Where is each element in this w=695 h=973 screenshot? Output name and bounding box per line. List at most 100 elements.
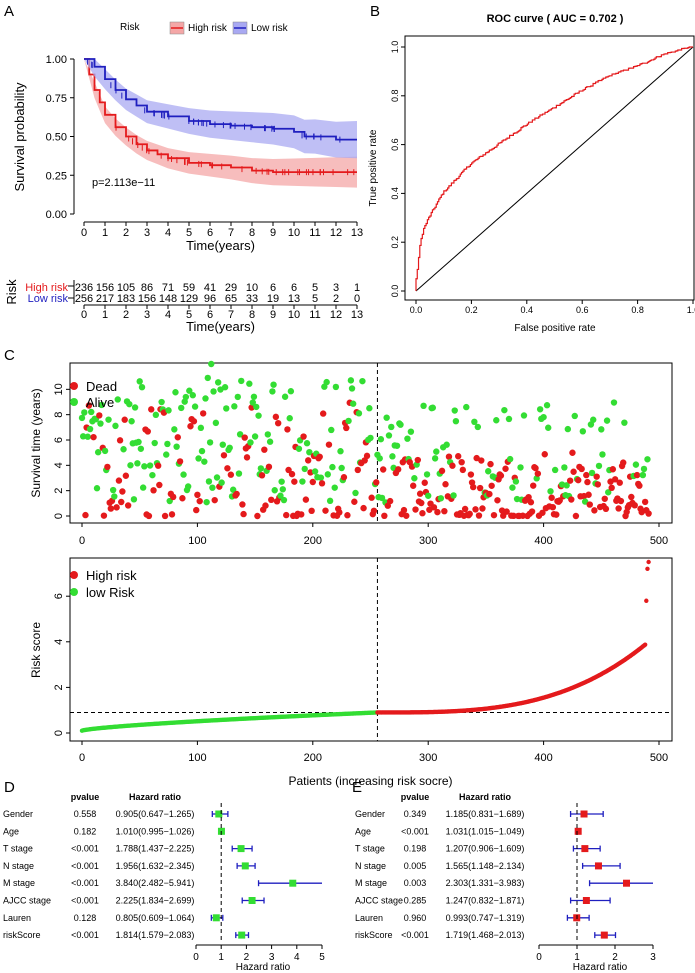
surv-y-tick-label: 2 — [53, 488, 65, 494]
forest-d-row-pvalue: <0.001 — [71, 878, 99, 888]
dead-point — [449, 462, 456, 469]
dead-point — [631, 502, 638, 509]
dead-point — [116, 437, 124, 444]
alive-point — [247, 439, 254, 446]
surv-y-tick-label: 10 — [53, 383, 65, 395]
km-x-tick-label: 13 — [351, 227, 363, 239]
alive-point — [378, 494, 386, 502]
forest-e-row-name: Age — [355, 826, 371, 836]
alive-point — [425, 492, 432, 499]
forest-e-row-hr: 1.185(0.831−1.689) — [446, 809, 525, 819]
alive-point — [278, 478, 285, 485]
dead-point — [119, 488, 126, 495]
forest-e-row-hr: 1.031(1.015−1.049) — [446, 826, 525, 836]
km-y-tick-label: 0.00 — [46, 209, 67, 221]
km-x-tick-label: 6 — [207, 227, 213, 239]
dead-point — [179, 495, 186, 502]
roc-y-tick-label: 1.0 — [390, 41, 400, 54]
dead-point — [161, 512, 169, 520]
legend-lowrisk-label: low Risk — [86, 585, 135, 600]
legend-high-dot — [70, 571, 78, 579]
alive-point — [209, 484, 216, 491]
km-x-tick-label: 4 — [165, 227, 171, 239]
dead-point — [288, 470, 296, 478]
alive-point — [301, 465, 308, 473]
alive-point — [474, 423, 482, 431]
dead-point — [479, 505, 486, 512]
dead-point — [196, 497, 203, 505]
alive-point — [463, 403, 470, 411]
dead-point — [304, 457, 312, 464]
alive-point — [180, 471, 187, 478]
risk-table-cell: 19 — [267, 293, 279, 305]
dead-point — [591, 507, 598, 514]
dead-point — [548, 494, 555, 501]
alive-point — [266, 438, 274, 445]
alive-point — [644, 456, 651, 463]
dead-point — [227, 471, 235, 478]
dead-point — [322, 507, 329, 514]
risk-y-tick-label: 2 — [53, 684, 65, 690]
risk-table-cell: 5 — [312, 293, 318, 305]
alive-point — [138, 383, 146, 391]
alive-point — [219, 441, 226, 448]
risk-table-cell: 183 — [117, 293, 135, 305]
forest-e-row-hr: 2.303(1.331−3.983) — [446, 878, 525, 888]
alive-point — [98, 401, 105, 409]
alive-point — [540, 413, 547, 421]
dead-point — [617, 497, 625, 505]
risk-x-tick-label: 100 — [188, 752, 206, 764]
alive-point — [376, 455, 383, 462]
alive-point — [385, 432, 393, 439]
dead-point — [145, 512, 153, 520]
alive-point — [545, 424, 552, 431]
alive-point — [349, 400, 357, 407]
forest-d-row-pvalue: <0.001 — [71, 896, 99, 906]
alive-point — [311, 468, 319, 475]
dead-point — [620, 459, 627, 466]
roc-y-tick-label: 0.8 — [390, 90, 400, 103]
roc-x-label: False positive rate — [514, 323, 596, 334]
dead-point — [568, 496, 575, 503]
dead-point — [118, 498, 125, 506]
dead-point — [104, 463, 111, 471]
alive-point — [355, 410, 363, 417]
alive-point — [433, 448, 440, 455]
dead-point — [487, 460, 494, 468]
alive-point — [137, 445, 145, 452]
forest-d-row-name: AJCC stage — [3, 896, 51, 906]
alive-point — [639, 471, 647, 479]
forest-e-row-pvalue: 0.960 — [404, 913, 427, 923]
alive-point — [338, 464, 345, 472]
dead-point — [379, 466, 387, 473]
alive-point — [164, 440, 171, 448]
alive-point — [197, 424, 205, 432]
alive-point — [97, 420, 104, 427]
risk-table-cell: 217 — [96, 293, 114, 305]
dead-point — [243, 454, 251, 461]
risk-table-cell: 105 — [117, 282, 135, 294]
dead-point — [169, 493, 177, 501]
dead-point — [144, 428, 151, 435]
alive-point — [126, 400, 133, 408]
alive-point — [323, 378, 330, 386]
dead-point — [370, 507, 378, 514]
risk-table-cell: 86 — [141, 282, 153, 294]
surv-y-tick-label: 6 — [53, 437, 65, 443]
alive-point — [610, 399, 618, 406]
alive-point — [407, 428, 415, 435]
alive-point — [246, 380, 253, 387]
forest-d-row-name: Lauren — [3, 913, 31, 923]
alive-point — [270, 381, 277, 388]
dead-point — [434, 508, 441, 516]
alive-point — [579, 428, 587, 435]
alive-point — [210, 388, 217, 395]
dead-point — [645, 510, 652, 517]
dead-point — [344, 512, 351, 519]
dead-point — [272, 413, 280, 421]
dead-point — [199, 410, 207, 417]
alive-point — [287, 388, 295, 395]
forest-d-hr-marker — [237, 845, 245, 853]
alive-point — [345, 417, 352, 425]
dead-point — [224, 465, 231, 472]
